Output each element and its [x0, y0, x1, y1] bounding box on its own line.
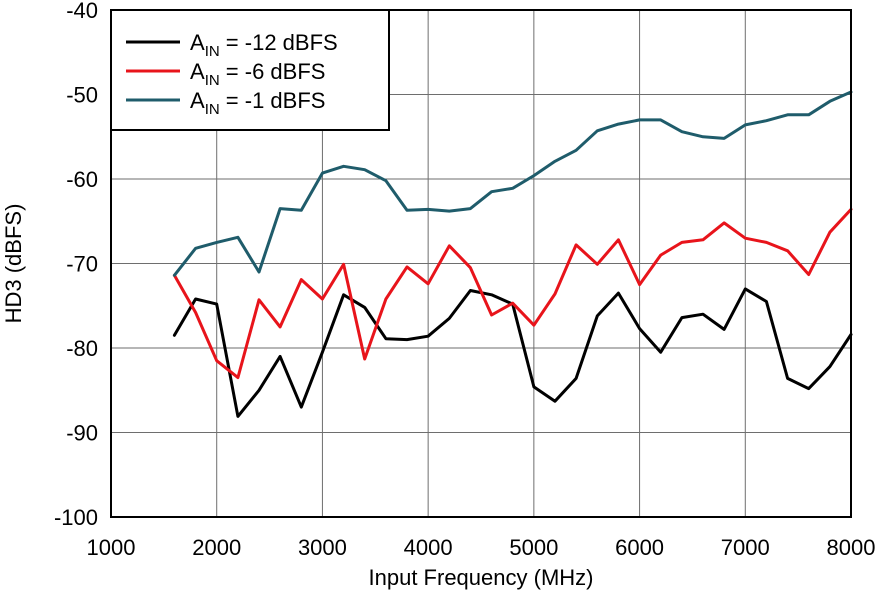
- legend-entry-label: AIN = -1 dBFS: [190, 88, 325, 118]
- x-tick-label: 6000: [615, 535, 664, 560]
- y-tick-label: -70: [66, 252, 98, 277]
- x-tick-label: 5000: [509, 535, 558, 560]
- series-line-2: [172, 207, 853, 380]
- plot-frame: [110, 9, 852, 518]
- y-tick-label: -80: [66, 336, 98, 361]
- legend-entry-label: AIN = -6 dBFS: [190, 59, 325, 89]
- x-tick-label: 1000: [87, 535, 136, 560]
- y-tick-label: -60: [66, 167, 98, 192]
- legend-entry-label: AIN = -12 dBFS: [190, 30, 338, 60]
- y-tick-label: -50: [66, 83, 98, 108]
- x-tick-label: 8000: [827, 535, 876, 560]
- x-tick-label: 4000: [404, 535, 453, 560]
- y-axis-label: HD3 (dBFS): [1, 204, 26, 324]
- y-tick-label: -100: [54, 505, 98, 530]
- y-tick-label: -40: [66, 0, 98, 23]
- x-tick-label: 3000: [298, 535, 347, 560]
- y-tick-labels: -100 -90 -80 -70 -60 -50 -40: [54, 0, 98, 530]
- x-tick-label: 2000: [192, 535, 241, 560]
- x-tick-labels: 1000 2000 3000 4000 5000 6000 7000 8000: [87, 535, 876, 560]
- y-tick-label: -90: [66, 421, 98, 446]
- series-line-3: [172, 90, 853, 277]
- grid-lines: [110, 9, 852, 518]
- x-axis-label: Input Frequency (MHz): [369, 565, 594, 590]
- x-tick-label: 7000: [721, 535, 770, 560]
- series-lines: [172, 90, 853, 418]
- series-line-1: [172, 287, 853, 418]
